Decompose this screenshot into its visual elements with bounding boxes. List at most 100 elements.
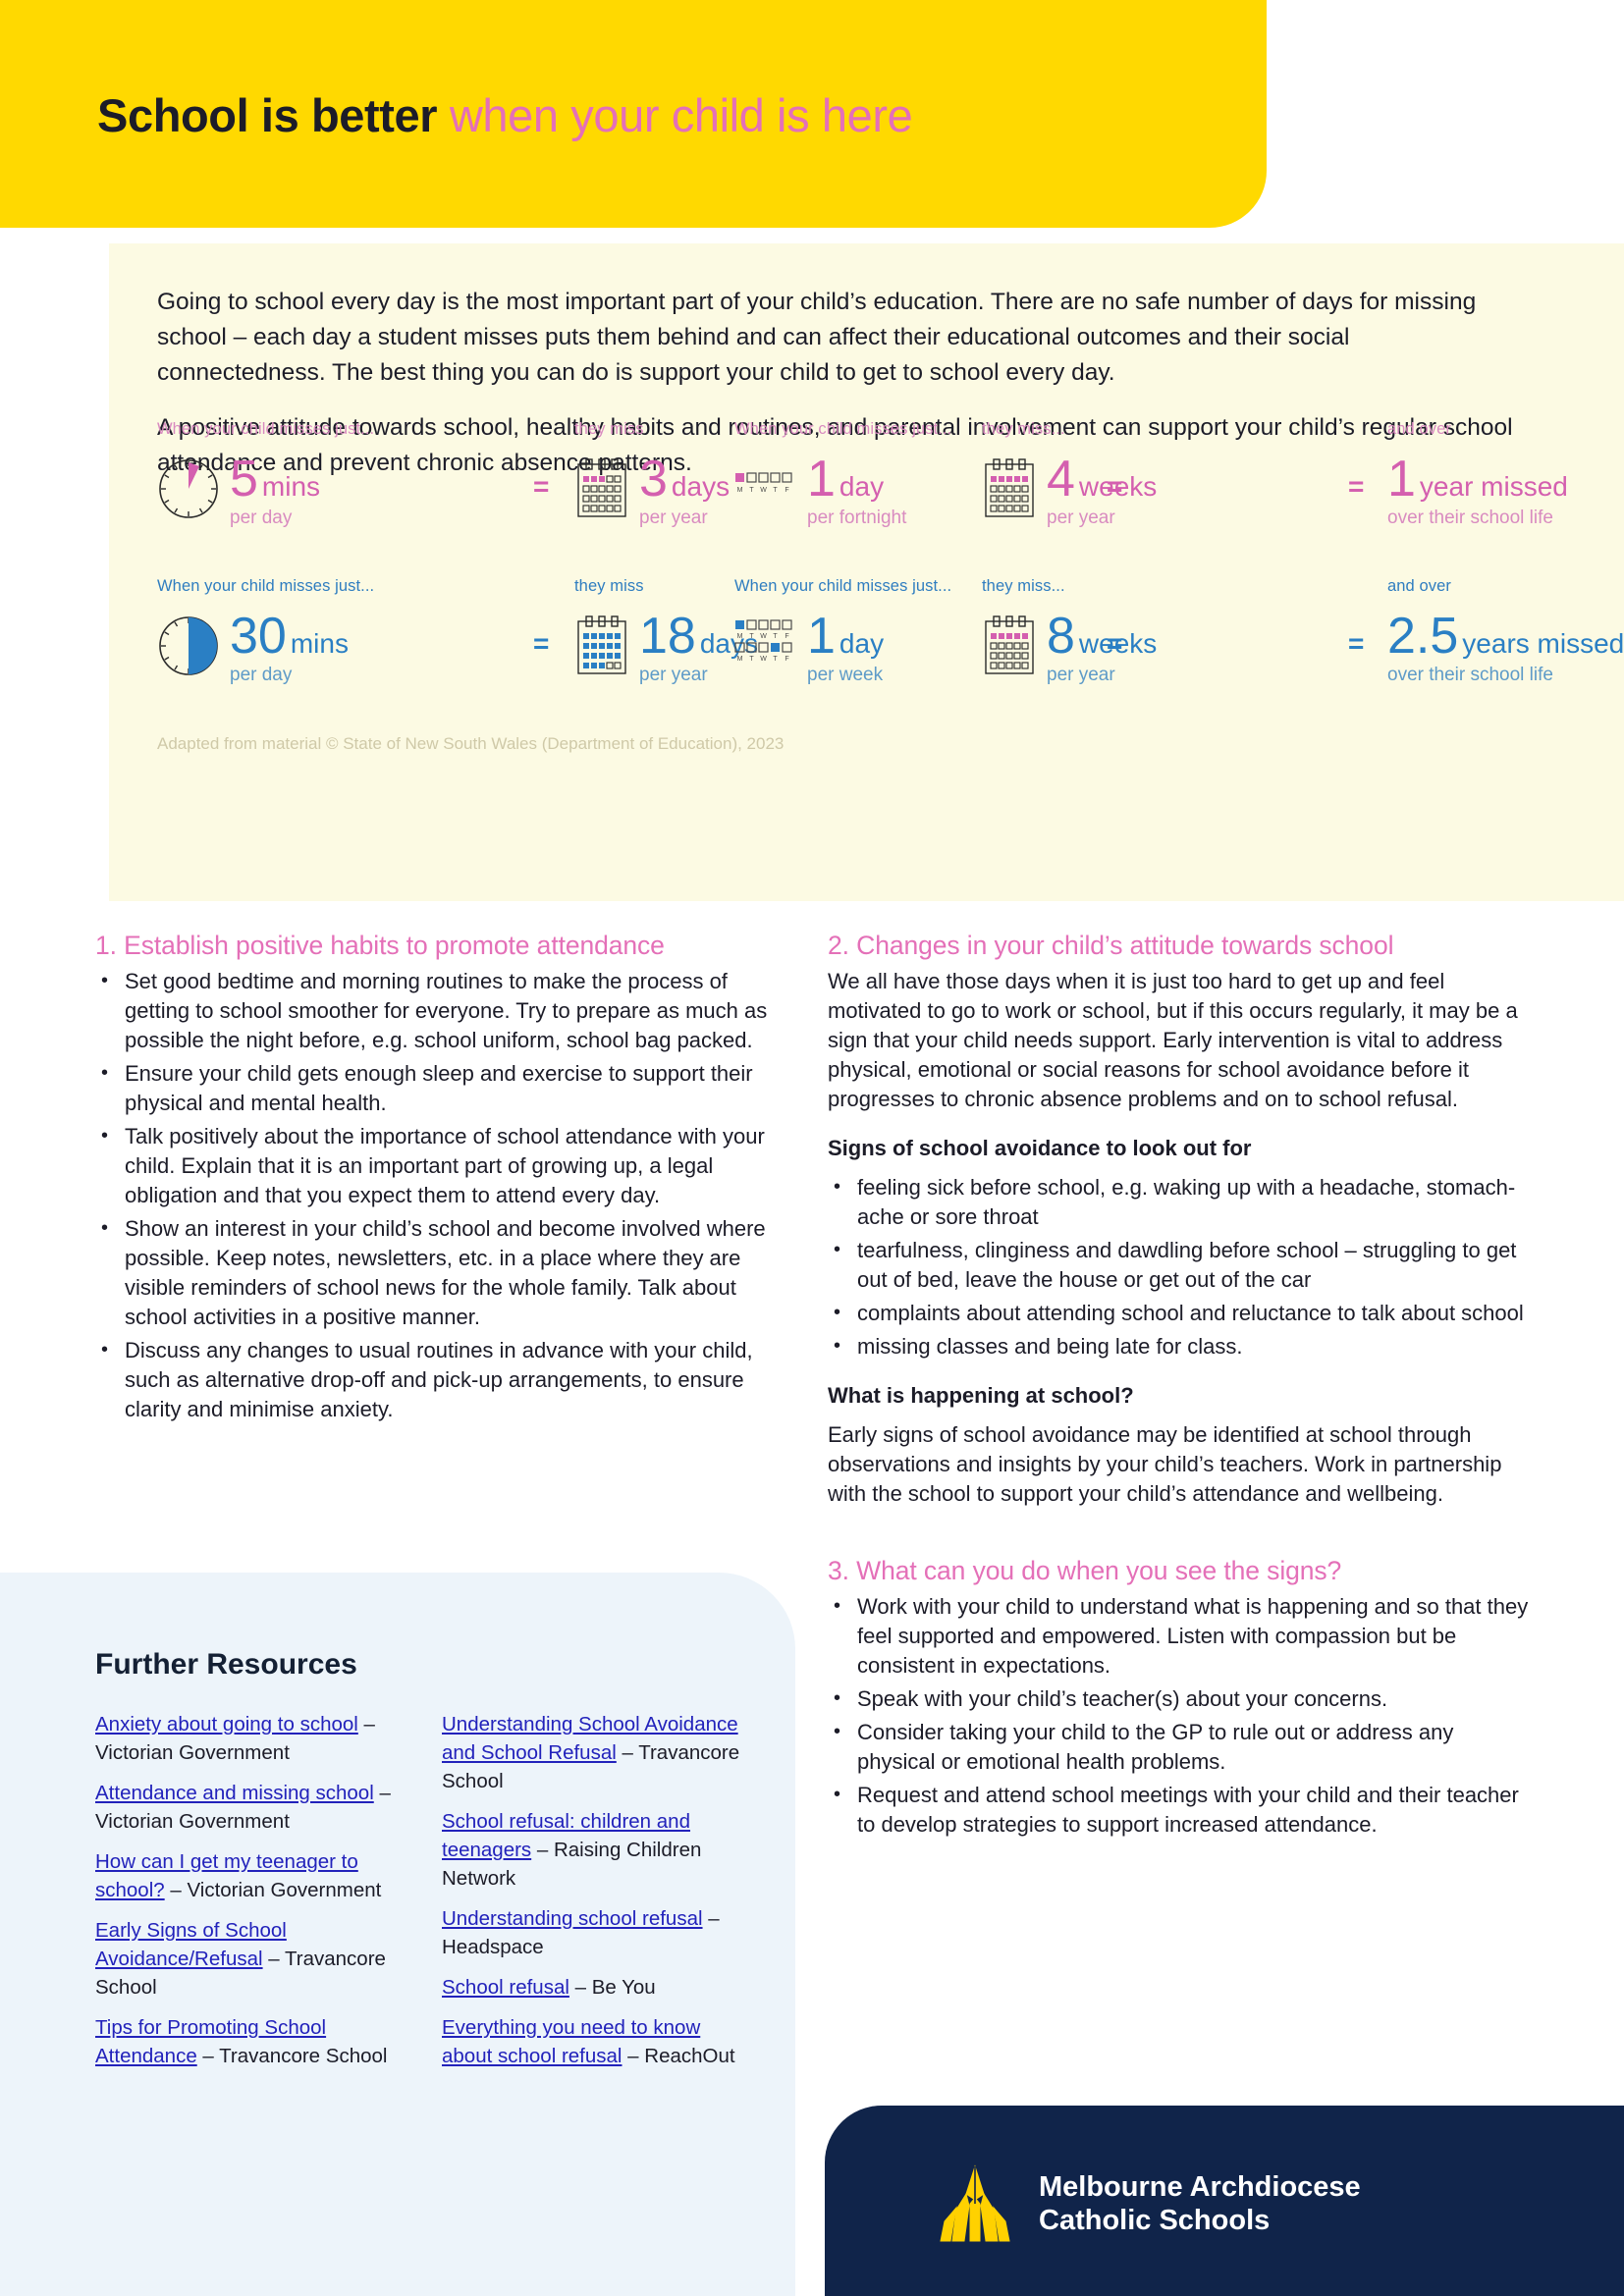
info-number: 4 [1047, 451, 1075, 507]
info-sub: over their school life [1387, 507, 1553, 528]
svg-text:T: T [773, 656, 778, 663]
org-line-2: Catholic Schools [1039, 2205, 1271, 2236]
resource-link[interactable]: Anxiety about going to school [95, 1713, 358, 1735]
section-3-heading: 3. What can you do when you see the sign… [828, 1556, 1342, 1585]
signs-heading: Signs of school avoidance to look out fo… [828, 1136, 1252, 1160]
info-unit: year missed [1419, 471, 1568, 502]
info-caption: they miss [574, 577, 644, 595]
resource-item: How can I get my teenager to school? – V… [95, 1847, 397, 1904]
list-item: Set good bedtime and morning routines to… [95, 966, 797, 1055]
resource-source: – Raising Children Network [442, 1839, 702, 1890]
resource-source: – Victorian Government [95, 1713, 375, 1764]
resource-item: School refusal – Be You [442, 1973, 743, 2002]
info-number: 5 [230, 451, 258, 507]
svg-text:T: T [749, 487, 754, 494]
list-item: tearfulness, clinginess and dawdling bef… [828, 1235, 1530, 1295]
equals-sign: = [1107, 628, 1123, 659]
resource-source: – Travancore School [95, 1948, 386, 1999]
equals-sign: = [1348, 471, 1365, 502]
info-cell-2-5years: and over 2.5 years missed over their sch… [1387, 577, 1624, 687]
svg-text:F: F [785, 487, 788, 494]
resource-link[interactable]: Understanding school refusal [442, 1907, 703, 1930]
resource-link[interactable]: School refusal [442, 1976, 569, 1999]
info-unit: days [671, 471, 731, 502]
calendar-icon [574, 614, 629, 675]
signs-bullet-list: feeling sick before school, e.g. waking … [828, 1172, 1530, 1362]
resource-link[interactable]: Attendance and missing school [95, 1782, 374, 1804]
info-cell-4weeks: they miss... [982, 420, 1157, 530]
intro-text-block: Going to school every day is the most im… [157, 285, 1522, 501]
list-item: Ensure your child gets enough sleep and … [95, 1058, 797, 1118]
info-sub: per year [639, 507, 708, 528]
resource-link[interactable]: Everything you need to know about school… [442, 2016, 701, 2067]
further-resources-title: Further Resources [95, 1648, 357, 1681]
resource-link[interactable]: Understanding School Avoidance and Schoo… [442, 1713, 738, 1764]
list-item: complaints about attending school and re… [828, 1298, 1530, 1328]
resource-source: – Victorian Government [164, 1879, 382, 1901]
info-cell-1year: and over 1 year missed over their school… [1387, 420, 1568, 530]
resource-item: School refusal: children and teenagers –… [442, 1807, 743, 1893]
resource-item: Anxiety about going to school – Victoria… [95, 1710, 397, 1767]
intro-panel: Going to school every day is the most im… [109, 243, 1624, 901]
info-cell-30mins: When your child misses just... [157, 577, 374, 687]
page-title-pink: when your child is here [449, 89, 913, 141]
resource-link[interactable]: Tips for Promoting School Attendance [95, 2016, 327, 2067]
list-item: Consider taking your child to the GP to … [828, 1717, 1530, 1777]
resource-link[interactable]: How can I get my teenager to school? [95, 1850, 358, 1901]
resources-column-2: Understanding School Avoidance and Schoo… [442, 1710, 743, 2082]
svg-text:W: W [760, 656, 767, 663]
info-caption: When your child misses just... [157, 420, 375, 438]
info-unit: day [839, 628, 885, 659]
resource-link[interactable]: Early Signs of School Avoidance/Refusal [95, 1919, 287, 1970]
resource-source: – ReachOut [622, 2045, 735, 2067]
organisation-logo: Melbourne Archdiocese Catholic Schools [933, 2164, 1361, 2243]
resource-item: Everything you need to know about school… [442, 2013, 743, 2070]
resource-link[interactable]: School refusal: children and teenagers [442, 1810, 690, 1861]
info-cell-5mins: When your child misses just... [157, 420, 374, 530]
info-number: 1 [1387, 451, 1416, 507]
info-caption: When your child misses just... [157, 577, 375, 595]
calendar-icon [574, 457, 629, 518]
info-sub: per year [639, 665, 708, 685]
info-number: 1 [807, 451, 836, 507]
list-item: missing classes and being late for class… [828, 1331, 1530, 1362]
org-line-1: Melbourne Archdiocese [1039, 2171, 1361, 2203]
info-unit: mins [261, 471, 321, 502]
section-2-column: 2. Changes in your child’s attitude towa… [828, 931, 1530, 1843]
section-1-bullet-list: Set good bedtime and morning routines to… [95, 966, 797, 1424]
infographic-row-blue: When your child misses just... [157, 577, 1624, 734]
weekdays-1-icon: M T W T F [734, 471, 797, 501]
clock-5min-icon [157, 457, 220, 520]
equals-sign: = [533, 471, 550, 502]
info-number: 30 [230, 608, 287, 665]
what-happening-paragraph: Early signs of school avoidance may be i… [828, 1422, 1502, 1506]
attendance-infographic: When your child misses just... [157, 420, 1624, 734]
infographic-row-pink: When your child misses just... [157, 420, 1591, 577]
info-number: 3 [639, 451, 668, 507]
page-title: School is better when your child is here [97, 88, 913, 142]
equals-sign: = [1348, 628, 1365, 659]
svg-text:W: W [760, 487, 767, 494]
list-item: feeling sick before school, e.g. waking … [828, 1172, 1530, 1232]
page-title-dark: School is better [97, 89, 450, 141]
list-item: Talk positively about the importance of … [95, 1121, 797, 1210]
weekdays-2-icon: M T W T F M T W [734, 618, 797, 667]
info-sub: per day [230, 507, 293, 528]
resource-source: – Be You [568, 1976, 656, 1999]
info-caption: they miss... [982, 577, 1065, 595]
organisation-name: Melbourne Archdiocese Catholic Schools [1039, 2170, 1361, 2237]
info-unit: weeks [1078, 471, 1158, 502]
resource-source: – Headspace [442, 1907, 720, 1958]
info-caption: they miss [574, 420, 644, 438]
info-caption: they miss... [982, 420, 1065, 438]
svg-text:M: M [737, 487, 743, 494]
equals-sign: = [533, 628, 550, 659]
svg-text:M: M [737, 633, 743, 640]
info-sub: per week [807, 665, 884, 685]
resource-item: Attendance and missing school – Victoria… [95, 1779, 397, 1836]
info-number: 18 [639, 608, 696, 665]
info-cell-1day-week: When your child misses just... M T W [734, 577, 951, 687]
info-sub: per year [1047, 665, 1115, 685]
section-3-bullet-list: Work with your child to understand what … [828, 1591, 1530, 1840]
svg-text:T: T [773, 633, 778, 640]
